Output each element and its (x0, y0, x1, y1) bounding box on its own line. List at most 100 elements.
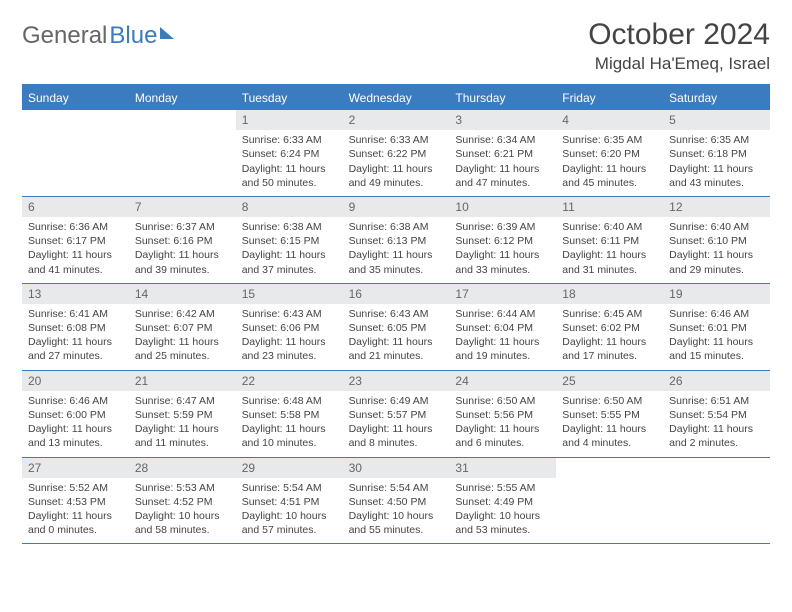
daylight-text: Daylight: 11 hours (129, 422, 236, 436)
day-cell: 2Sunrise: 6:33 AMSunset: 6:22 PMDaylight… (343, 110, 450, 196)
sunrise-text: Sunrise: 6:40 AM (663, 220, 770, 234)
sunrise-text: Sunrise: 6:42 AM (129, 307, 236, 321)
day-number: 16 (343, 284, 450, 304)
daylight-text: Daylight: 11 hours (236, 162, 343, 176)
day-number: 28 (129, 458, 236, 478)
daylight-text: and 27 minutes. (22, 349, 129, 363)
week-row: 27Sunrise: 5:52 AMSunset: 4:53 PMDayligh… (22, 458, 770, 545)
daylight-text: and 31 minutes. (556, 263, 663, 277)
day-number: 31 (449, 458, 556, 478)
location: Migdal Ha'Emeq, Israel (588, 54, 770, 74)
day-header: Friday (556, 86, 663, 110)
sunrise-text: Sunrise: 6:38 AM (236, 220, 343, 234)
daylight-text: and 35 minutes. (343, 263, 450, 277)
daylight-text: Daylight: 11 hours (663, 422, 770, 436)
day-header: Monday (129, 86, 236, 110)
sunrise-text: Sunrise: 5:54 AM (343, 481, 450, 495)
day-number: 13 (22, 284, 129, 304)
daylight-text: Daylight: 11 hours (449, 335, 556, 349)
daylight-text: Daylight: 11 hours (556, 248, 663, 262)
sunrise-text: Sunrise: 6:33 AM (343, 133, 450, 147)
day-cell: 14 Sunrise: 6:42 AMSunset: 6:07 PMDayligh… (129, 284, 236, 370)
sunrise-text: Sunrise: 5:53 AM (129, 481, 236, 495)
day-number: 23 (343, 371, 450, 391)
daylight-text: and 13 minutes. (22, 436, 129, 450)
day-number: 9 (343, 197, 450, 217)
daylight-text: and 23 minutes. (236, 349, 343, 363)
daylight-text: Daylight: 11 hours (129, 248, 236, 262)
empty-cell (129, 110, 236, 196)
day-number: 10 (449, 197, 556, 217)
daylight-text: and 25 minutes. (129, 349, 236, 363)
sunset-text: Sunset: 6:16 PM (129, 234, 236, 248)
day-number: 14 (129, 284, 236, 304)
sunset-text: Sunset: 6:08 PM (22, 321, 129, 335)
sunrise-text: Sunrise: 6:37 AM (129, 220, 236, 234)
day-cell: 25Sunrise: 6:50 AMSunset: 5:55 PMDayligh… (556, 371, 663, 457)
daylight-text: and 21 minutes. (343, 349, 450, 363)
daylight-text: and 33 minutes. (449, 263, 556, 277)
daylight-text: and 19 minutes. (449, 349, 556, 363)
sunset-text: Sunset: 5:54 PM (663, 408, 770, 422)
daylight-text: Daylight: 11 hours (663, 162, 770, 176)
daylight-text: and 8 minutes. (343, 436, 450, 450)
sunset-text: Sunset: 6:00 PM (22, 408, 129, 422)
daylight-text: Daylight: 11 hours (449, 422, 556, 436)
sunrise-text: Sunrise: 6:50 AM (556, 394, 663, 408)
daylight-text: and 41 minutes. (22, 263, 129, 277)
empty-cell (22, 110, 129, 196)
sunset-text: Sunset: 6:13 PM (343, 234, 450, 248)
day-cell: 1Sunrise: 6:33 AMSunset: 6:24 PMDaylight… (236, 110, 343, 196)
daylight-text: and 57 minutes. (236, 523, 343, 537)
daylight-text: Daylight: 11 hours (129, 335, 236, 349)
sunrise-text: Sunrise: 5:55 AM (449, 481, 556, 495)
sunset-text: Sunset: 6:07 PM (129, 321, 236, 335)
daylight-text: and 43 minutes. (663, 176, 770, 190)
day-cell: 30Sunrise: 5:54 AMSunset: 4:50 PMDayligh… (343, 458, 450, 544)
day-cell: 10Sunrise: 6:39 AMSunset: 6:12 PMDayligh… (449, 197, 556, 283)
day-number: 12 (663, 197, 770, 217)
sunrise-text: Sunrise: 6:43 AM (343, 307, 450, 321)
week-row: 1Sunrise: 6:33 AMSunset: 6:24 PMDaylight… (22, 110, 770, 197)
sunrise-text: Sunrise: 6:40 AM (556, 220, 663, 234)
week-row: 13Sunrise: 6:41 AMSunset: 6:08 PMDayligh… (22, 284, 770, 371)
sunset-text: Sunset: 6:21 PM (449, 147, 556, 161)
sunset-text: Sunset: 4:51 PM (236, 495, 343, 509)
daylight-text: and 49 minutes. (343, 176, 450, 190)
daylight-text: Daylight: 11 hours (449, 248, 556, 262)
day-number: 6 (22, 197, 129, 217)
sail-icon (160, 27, 174, 39)
sunrise-text: Sunrise: 6:47 AM (129, 394, 236, 408)
sunrise-text: Sunrise: 6:49 AM (343, 394, 450, 408)
day-number: 8 (236, 197, 343, 217)
sunrise-text: Sunrise: 6:36 AM (22, 220, 129, 234)
day-number: 20 (22, 371, 129, 391)
day-number: 30 (343, 458, 450, 478)
day-cell: 13 Sunrise: 6:41 AMSunset: 6:08 PMDayligh… (22, 284, 129, 370)
sunrise-text: Sunrise: 6:41 AM (22, 307, 129, 321)
daylight-text: and 29 minutes. (663, 263, 770, 277)
daylight-text: Daylight: 11 hours (556, 422, 663, 436)
day-number: 26 (663, 371, 770, 391)
day-number: 11 (556, 197, 663, 217)
daylight-text: and 58 minutes. (129, 523, 236, 537)
daylight-text: Daylight: 11 hours (663, 248, 770, 262)
daylight-text: and 15 minutes. (663, 349, 770, 363)
day-cell: 26Sunrise: 6:51 AMSunset: 5:54 PMDayligh… (663, 371, 770, 457)
sunset-text: Sunset: 6:15 PM (236, 234, 343, 248)
sunrise-text: Sunrise: 6:35 AM (663, 133, 770, 147)
daylight-text: Daylight: 11 hours (449, 162, 556, 176)
daylight-text: and 11 minutes. (129, 436, 236, 450)
day-number: 25 (556, 371, 663, 391)
empty-cell (663, 458, 770, 544)
daylight-text: Daylight: 11 hours (22, 335, 129, 349)
daylight-text: Daylight: 11 hours (556, 335, 663, 349)
sunset-text: Sunset: 6:06 PM (236, 321, 343, 335)
day-cell: 9Sunrise: 6:38 AMSunset: 6:13 PMDaylight… (343, 197, 450, 283)
daylight-text: Daylight: 11 hours (343, 422, 450, 436)
sunrise-text: Sunrise: 6:34 AM (449, 133, 556, 147)
daylight-text: Daylight: 11 hours (236, 422, 343, 436)
daylight-text: Daylight: 11 hours (343, 162, 450, 176)
sunset-text: Sunset: 6:24 PM (236, 147, 343, 161)
day-number: 7 (129, 197, 236, 217)
